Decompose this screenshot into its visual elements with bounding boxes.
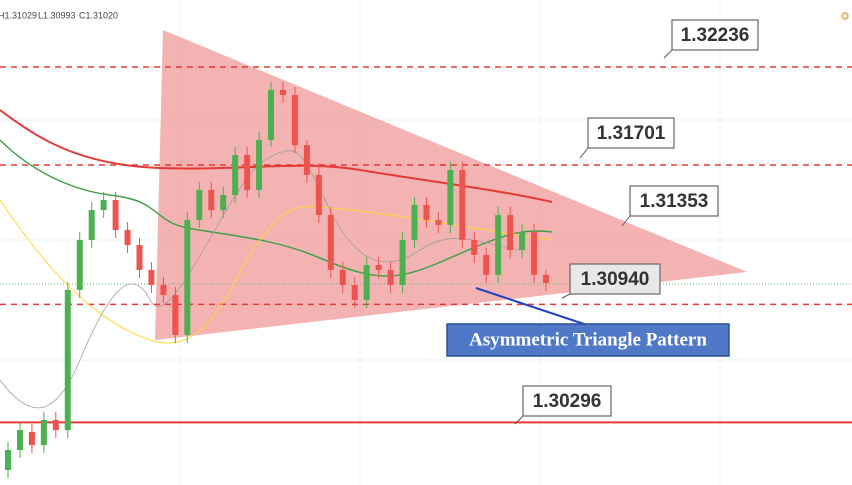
label-pointer — [561, 293, 571, 299]
candle-body — [220, 195, 227, 211]
level-label: 1.31353 — [640, 191, 709, 212]
candle-body — [100, 200, 107, 211]
candle-body — [232, 154, 239, 196]
candle-body — [411, 204, 418, 240]
moving-average-fast — [0, 199, 553, 344]
candle-body — [375, 265, 382, 270]
candle-body — [399, 239, 406, 285]
candle-body — [519, 232, 526, 251]
level-label-box — [587, 117, 675, 149]
level-label: 1.30940 — [581, 269, 650, 290]
level-label: 1.30296 — [533, 391, 602, 412]
level-label-box — [629, 185, 719, 217]
candle-body — [256, 139, 263, 190]
annotation: Asymmetric Triangle Pattern — [469, 329, 707, 350]
moving-average-mid — [0, 139, 553, 277]
candle-body — [471, 239, 478, 255]
annotation-box — [446, 323, 730, 357]
candle-body — [76, 239, 83, 290]
level-labels: 1.32236 1.31701 1.31353 1.30940 1.30296 — [514, 19, 759, 425]
level-label: 1.31701 — [597, 123, 666, 144]
candle-body — [351, 284, 358, 301]
level-label: 1.32236 — [681, 25, 750, 46]
candle-body — [268, 89, 275, 140]
settings-icon[interactable] — [841, 12, 849, 20]
annotation-pointer — [475, 287, 591, 327]
candle-body — [16, 430, 23, 451]
candle-body — [483, 254, 490, 275]
candle-body — [52, 419, 59, 431]
header-high: H1.31029 — [0, 10, 37, 20]
candle-body — [327, 215, 334, 270]
candles — [5, 82, 549, 479]
level-label-box — [569, 263, 661, 295]
candle-body — [148, 269, 155, 285]
label-pointer — [621, 215, 631, 227]
candle-body — [40, 419, 47, 446]
candle-body — [315, 174, 322, 216]
candle-body — [279, 89, 286, 96]
candle-body — [28, 432, 35, 446]
candle-body — [172, 295, 179, 335]
candle-body — [435, 219, 442, 225]
candle-body — [423, 204, 430, 220]
candle-body — [495, 215, 502, 275]
header-low: L1.30993 — [38, 10, 76, 20]
label-pointer — [663, 49, 673, 59]
candle-body — [387, 269, 394, 285]
candle-body — [184, 219, 191, 335]
candle-body — [531, 232, 538, 275]
candle-body — [5, 450, 11, 470]
candle-body — [112, 200, 119, 231]
level-label-box — [522, 385, 612, 417]
candle-body — [64, 289, 71, 431]
candle-body — [507, 215, 514, 251]
label-pointer — [579, 147, 589, 159]
candle-body — [88, 210, 95, 240]
candle-body — [543, 274, 549, 283]
candle-body — [136, 245, 143, 270]
levels — [0, 66, 852, 424]
label-pointer — [514, 415, 524, 425]
candle-body — [303, 145, 310, 175]
candle-body — [447, 169, 454, 225]
candle-body — [291, 95, 298, 146]
candle-body — [339, 269, 346, 285]
level-label-box — [671, 19, 759, 51]
header-close: C1.31020 — [79, 10, 118, 20]
candle-body — [244, 154, 251, 190]
candle-body — [363, 265, 370, 301]
candle-body — [124, 230, 131, 246]
candle-body — [160, 284, 167, 296]
candle-body — [208, 189, 215, 211]
candle-body — [459, 169, 466, 240]
candle-body — [196, 189, 203, 220]
moving-average-slow — [0, 109, 553, 203]
